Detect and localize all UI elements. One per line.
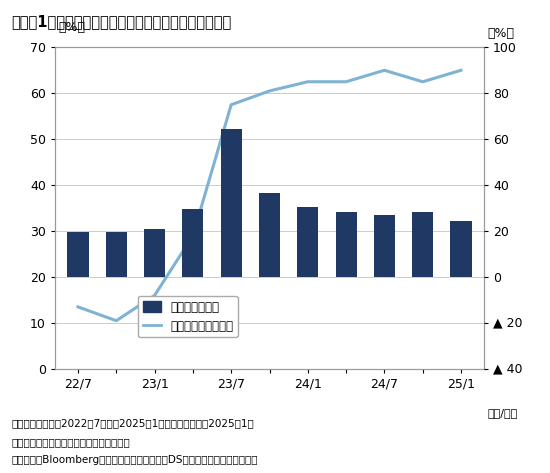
Bar: [221, 129, 242, 277]
Bar: [297, 207, 318, 277]
Text: 期は同社予想、増収率は対前期比。: 期は同社予想、増収率は対前期比。: [11, 438, 130, 447]
Text: （年/月）: （年/月）: [488, 408, 518, 418]
Bar: [450, 221, 471, 277]
Text: ▲ 40: ▲ 40: [493, 362, 522, 376]
Text: ▲ 20: ▲ 20: [493, 316, 522, 330]
Legend: 増収率（右軸）, 営業利益率（左軸）: 増収率（右軸）, 営業利益率（左軸）: [138, 296, 238, 337]
Bar: [144, 229, 165, 277]
Bar: [336, 211, 356, 277]
Text: 【図表1：エヌビディアの増収率と営業利益率の推移】: 【図表1：エヌビディアの増収率と営業利益率の推移】: [11, 14, 231, 29]
Bar: [412, 211, 433, 277]
Text: （%）: （%）: [59, 20, 86, 34]
Bar: [68, 232, 89, 277]
Bar: [183, 209, 204, 277]
Text: （注）　データは2022年7月期～2025年1月期、四半期毎、2025年1月: （注） データは2022年7月期～2025年1月期、四半期毎、2025年1月: [11, 419, 254, 429]
Bar: [106, 232, 127, 277]
Text: （%）: （%）: [488, 27, 515, 40]
Bar: [374, 215, 395, 277]
Text: （出所）　Bloombergのデータを基に三井住友DSアセットマネジメント作成: （出所） Bloombergのデータを基に三井住友DSアセットマネジメント作成: [11, 455, 257, 465]
Bar: [259, 193, 280, 277]
